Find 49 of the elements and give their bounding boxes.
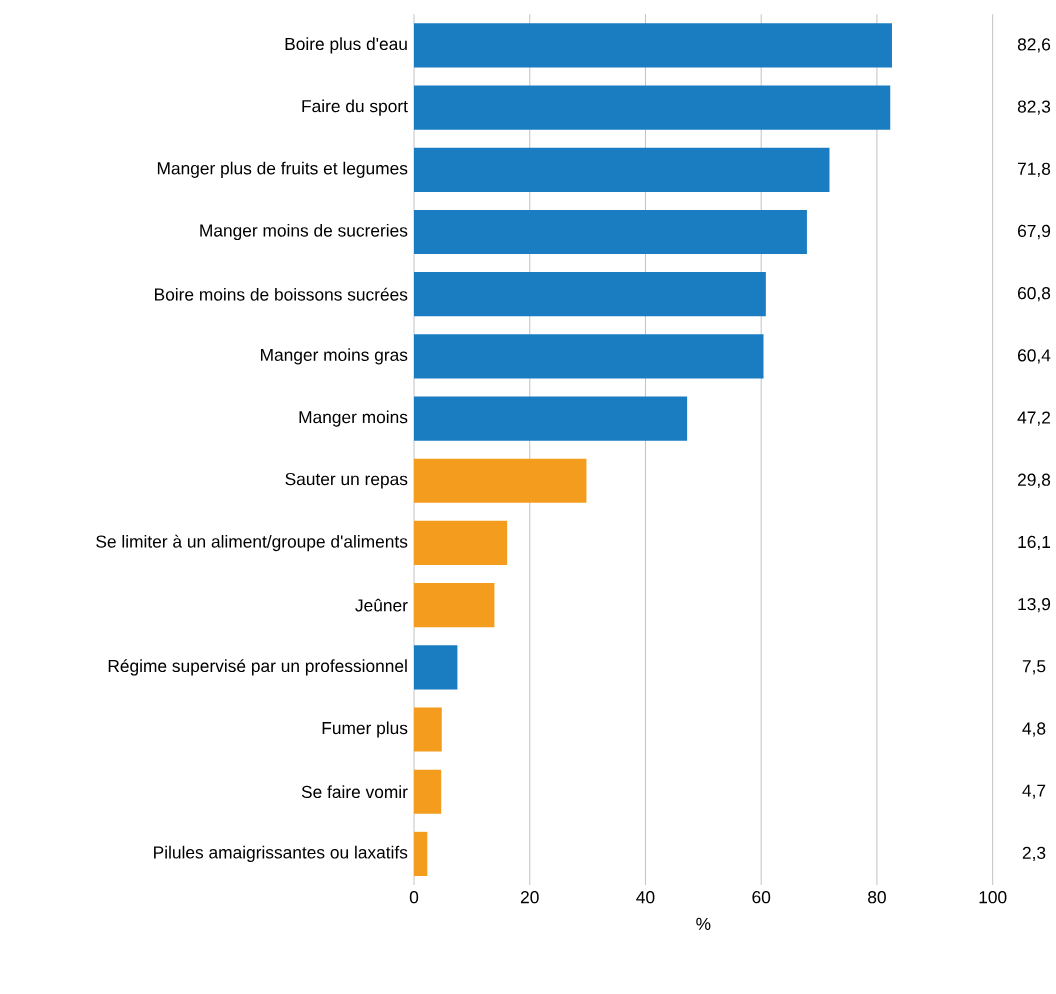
- x-tick-label: 0: [409, 891, 419, 904]
- y-tick-label: Régime supervisé par un professionnel: [108, 659, 407, 676]
- data-label: 4,7: [1022, 784, 1046, 799]
- y-tick-label: Sauter un repas: [285, 472, 408, 489]
- y-tick-label: Manger moins: [299, 410, 408, 427]
- x-tick-label: 20: [520, 891, 539, 904]
- bar: [414, 583, 495, 628]
- bar: [414, 23, 892, 68]
- bar: [414, 831, 428, 876]
- x-tick-label: 100: [979, 891, 1007, 904]
- data-label: 67,9: [1018, 224, 1051, 240]
- data-label: 29,8: [1018, 473, 1051, 488]
- bar: [414, 520, 508, 566]
- bar: [414, 334, 764, 379]
- data-label: 7,5: [1022, 660, 1046, 675]
- data-label: 4,8: [1022, 722, 1046, 737]
- y-tick-label: Boire moins de boissons sucrées: [155, 287, 408, 301]
- data-label: 60,4: [1018, 349, 1051, 364]
- bar: [414, 85, 891, 130]
- data-label: 82,3: [1017, 100, 1051, 115]
- bar: [414, 707, 442, 752]
- x-axis-title: %: [696, 917, 711, 930]
- bar: [414, 645, 458, 690]
- bar: [414, 272, 766, 317]
- y-tick-label: Faire du sport: [302, 99, 408, 116]
- y-tick-label: Fumer plus: [322, 721, 408, 738]
- data-label: 82,6: [1017, 38, 1051, 53]
- x-tick-label: 40: [636, 891, 655, 904]
- y-tick-label: Se faire vomir: [301, 785, 408, 799]
- data-label: 60,8: [1018, 287, 1051, 302]
- data-label: 16,1: [1018, 535, 1051, 551]
- y-tick-label: Se limiter à un aliment/groupe d'aliments: [96, 534, 408, 552]
- y-tick-label: Boire plus d'eau: [285, 37, 407, 54]
- y-tick-label: Manger moins gras: [261, 348, 408, 365]
- bar: [414, 396, 688, 441]
- y-tick-label: Manger moins de sucreries: [200, 223, 408, 241]
- data-label: 2,3: [1022, 846, 1046, 862]
- bar: [414, 769, 442, 814]
- bar: [414, 458, 587, 503]
- bar: [414, 147, 830, 192]
- data-label: 71,8: [1018, 162, 1051, 177]
- x-tick-label: 60: [752, 891, 771, 904]
- x-tick-label: 80: [868, 891, 886, 904]
- data-label: 47,2: [1017, 411, 1050, 426]
- y-tick-label: Pilules amaigrissantes ou laxatifs: [154, 845, 408, 862]
- data-label: 13,9: [1018, 597, 1051, 613]
- y-tick-label: Jeûner: [355, 598, 408, 612]
- y-tick-label: Manger plus de fruits et legumes: [157, 161, 408, 178]
- bar: [414, 209, 807, 255]
